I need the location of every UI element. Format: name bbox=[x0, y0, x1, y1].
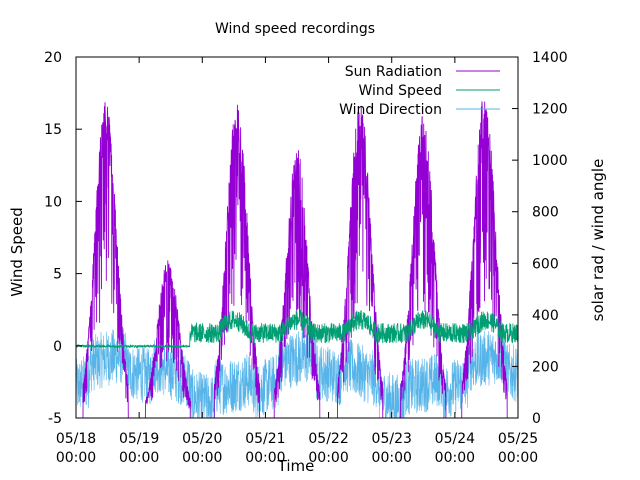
legend: Sun Radiation Wind Speed Wind Direction bbox=[339, 64, 500, 118]
x-tick-label-date: 05/20 bbox=[182, 431, 222, 447]
x-axis-label: Time bbox=[277, 457, 315, 475]
x-tick-label-date: 05/25 bbox=[498, 431, 538, 447]
y-tick-label: 5 bbox=[53, 267, 62, 283]
x-tick-label-date: 05/22 bbox=[308, 431, 348, 447]
x-tick-label-time: 00:00 bbox=[56, 450, 96, 466]
x-tick-label-time: 00:00 bbox=[308, 450, 348, 466]
legend-label: Sun Radiation bbox=[345, 64, 442, 80]
x-tick-label-time: 00:00 bbox=[498, 450, 538, 466]
x-tick-label-date: 05/23 bbox=[372, 431, 412, 447]
x-tick-label-date: 05/18 bbox=[56, 431, 96, 447]
plot-frame bbox=[75, 56, 519, 419]
x-tick-label-time: 00:00 bbox=[372, 450, 412, 466]
y-tick-label: 20 bbox=[44, 50, 62, 66]
y-tick-label: 15 bbox=[44, 122, 62, 138]
y-axis-label: Wind Speed bbox=[8, 207, 26, 297]
y2-tick-label: 200 bbox=[532, 359, 559, 375]
y2-tick-label: 800 bbox=[532, 205, 559, 221]
x-tick-label-date: 05/21 bbox=[245, 431, 285, 447]
x-tick-label-time: 00:00 bbox=[182, 450, 222, 466]
y2-tick-label: 1400 bbox=[532, 50, 568, 66]
y-axis: -5 0 5 10 15 20 bbox=[44, 50, 82, 427]
y2-axis-label: solar rad / wind angle bbox=[589, 159, 607, 322]
series-sun-radiation-line bbox=[82, 101, 508, 418]
x-tick-label-date: 05/24 bbox=[435, 431, 475, 447]
series-wind-speed-line bbox=[76, 309, 518, 349]
y2-tick-label: 1000 bbox=[532, 153, 568, 169]
y2-tick-label: 400 bbox=[532, 308, 559, 324]
x-tick-label-time: 00:00 bbox=[119, 450, 159, 466]
y-tick-label: 0 bbox=[53, 339, 62, 355]
legend-label: Wind Speed bbox=[358, 83, 442, 99]
x-tick-label-time: 00:00 bbox=[435, 450, 475, 466]
y2-tick-label: 0 bbox=[532, 411, 541, 427]
y2-axis: 0 200 400 600 800 1000 1200 1400 bbox=[512, 50, 568, 427]
y-tick-label: 10 bbox=[44, 194, 62, 210]
y2-tick-label: 1200 bbox=[532, 102, 568, 118]
x-axis: 05/18 00:00 05/19 00:00 05/20 00:00 05/21 00:00… bbox=[56, 57, 538, 466]
legend-label: Wind Direction bbox=[339, 102, 442, 118]
y-tick-label: -5 bbox=[48, 411, 62, 427]
y2-tick-label: 600 bbox=[532, 256, 559, 272]
series-layer bbox=[76, 101, 518, 418]
series-wind-direction-line bbox=[76, 328, 518, 418]
x-tick-label-time: 00:00 bbox=[245, 450, 285, 466]
chart-title: Wind speed recordings bbox=[215, 21, 375, 37]
x-tick-label-date: 05/19 bbox=[119, 431, 159, 447]
